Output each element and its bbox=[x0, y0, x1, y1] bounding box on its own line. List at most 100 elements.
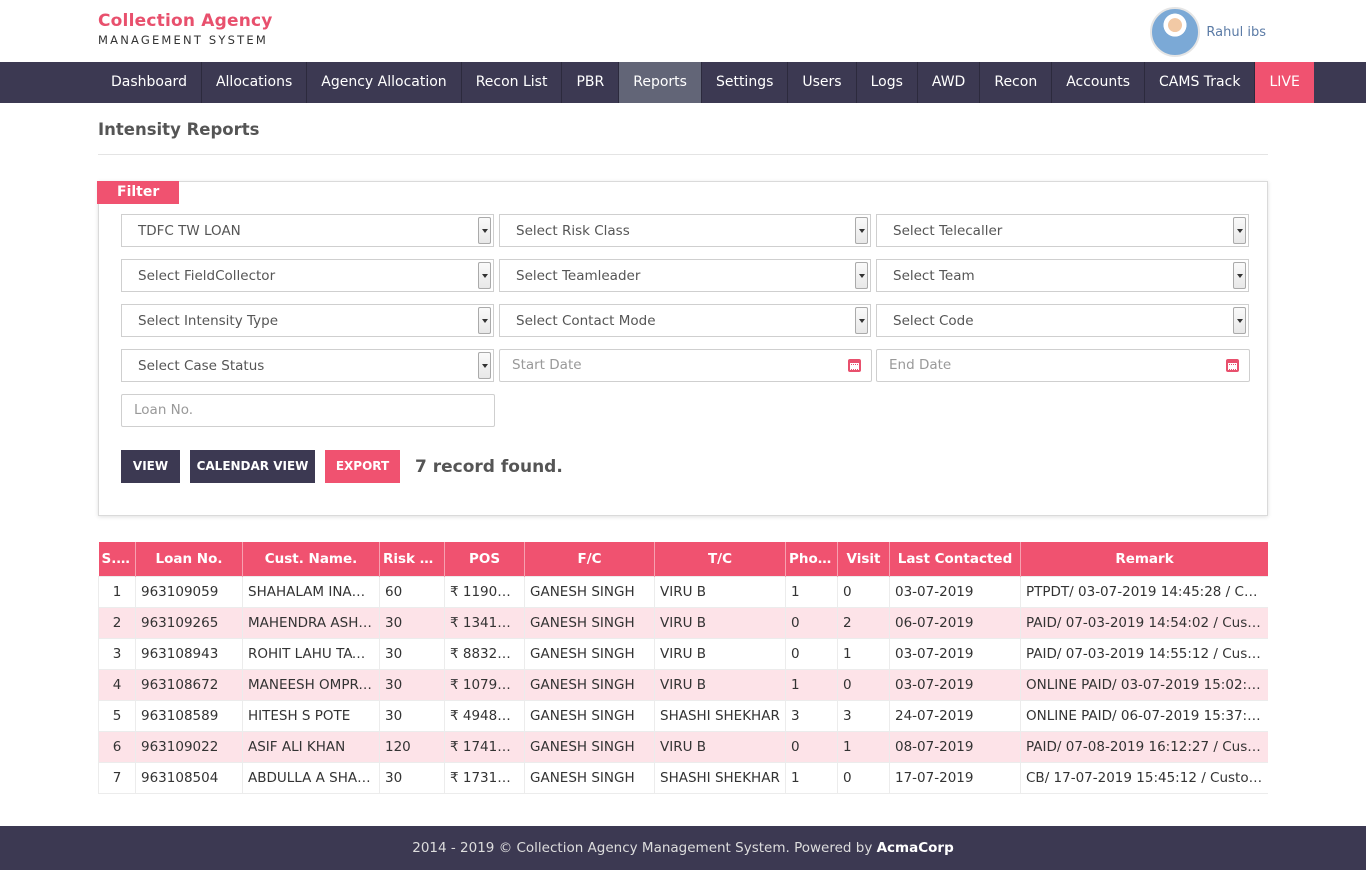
chevron-down-icon[interactable] bbox=[855, 217, 868, 244]
col-header-cust-name[interactable]: Cust. Name. bbox=[242, 542, 380, 576]
teamleader-select-value: Select Teamleader bbox=[516, 268, 641, 284]
chevron-down-icon[interactable] bbox=[855, 307, 868, 334]
export-button[interactable]: EXPORT bbox=[325, 450, 400, 483]
risk-class-select[interactable]: Select Risk Class bbox=[499, 214, 871, 247]
chevron-down-icon[interactable] bbox=[478, 217, 491, 244]
nav-item-logs[interactable]: Logs bbox=[857, 62, 918, 103]
nav-item-recon[interactable]: Recon bbox=[980, 62, 1053, 103]
table-row[interactable]: 7 963108504 ABDULLA A SHAIKH 30 ₹ 17317… GANE… bbox=[98, 761, 1268, 794]
nav-item-reports[interactable]: Reports bbox=[619, 62, 702, 103]
table-row[interactable]: 5 963108589 HITESH S POTE 30 ₹ 49480… GANESH … bbox=[98, 699, 1268, 732]
cell-sno: 1 bbox=[98, 575, 136, 608]
cell-phone: 1 bbox=[785, 761, 838, 794]
nav-item-awd[interactable]: AWD bbox=[918, 62, 981, 103]
nav-item-pbr[interactable]: PBR bbox=[562, 62, 620, 103]
user-menu[interactable]: Rahul ibs bbox=[1150, 7, 1266, 57]
col-header-loan-no[interactable]: Loan No. bbox=[135, 542, 243, 576]
nav-item-allocations[interactable]: Allocations bbox=[202, 62, 308, 103]
code-select[interactable]: Select Code bbox=[876, 304, 1249, 337]
cell-loan: 963109022 bbox=[135, 730, 243, 763]
nav-item-dashboard[interactable]: Dashboard bbox=[97, 62, 202, 103]
chevron-down-icon[interactable] bbox=[855, 262, 868, 289]
cell-sno: 5 bbox=[98, 699, 136, 732]
chevron-down-icon[interactable] bbox=[1233, 307, 1246, 334]
calendar-icon[interactable] bbox=[1226, 359, 1239, 372]
table-row[interactable]: 2 963109265 MAHENDRA ASHOK 30 ₹ 13418… GANESH… bbox=[98, 606, 1268, 639]
field-collector-select[interactable]: Select FieldCollector bbox=[121, 259, 494, 292]
case-status-select[interactable]: Select Case Status bbox=[121, 349, 494, 382]
intensity-type-select[interactable]: Select Intensity Type bbox=[121, 304, 494, 337]
brand-logo[interactable]: Collection Agency MANAGEMENT SYSTEM bbox=[98, 11, 273, 47]
cell-last: 03-07-2019 bbox=[889, 637, 1021, 670]
nav-item-cams-track[interactable]: CAMS Track bbox=[1145, 62, 1256, 103]
loan-no-input[interactable]: Loan No. bbox=[121, 394, 495, 427]
cell-tc: VIRU B bbox=[654, 668, 786, 701]
loan-no-placeholder: Loan No. bbox=[134, 402, 194, 418]
cell-name: ASIF ALI KHAN bbox=[242, 730, 380, 763]
avatar[interactable] bbox=[1150, 7, 1201, 57]
cell-last: 03-07-2019 bbox=[889, 575, 1021, 608]
product-select[interactable]: TDFC TW LOAN bbox=[121, 214, 494, 247]
table-row[interactable]: 3 963108943 ROHIT LAHU TAWDE 30 ₹ 88329.… GAN… bbox=[98, 637, 1268, 670]
cell-risk: 120 bbox=[379, 730, 445, 763]
teamleader-select[interactable]: Select Teamleader bbox=[499, 259, 871, 292]
nav-item-agency-allocation[interactable]: Agency Allocation bbox=[307, 62, 462, 103]
calendar-view-button[interactable]: CALENDAR VIEW bbox=[190, 450, 315, 483]
calendar-icon[interactable] bbox=[848, 359, 861, 372]
contact-mode-select-value: Select Contact Mode bbox=[516, 313, 656, 329]
cell-pos: ₹ 11904… bbox=[444, 575, 525, 608]
chevron-down-icon[interactable] bbox=[478, 262, 491, 289]
cell-name: MANEESH OMPRAKASH bbox=[242, 668, 380, 701]
cell-pos: ₹ 49480… bbox=[444, 699, 525, 732]
cell-tc: VIRU B bbox=[654, 730, 786, 763]
contact-mode-select[interactable]: Select Contact Mode bbox=[499, 304, 871, 337]
cell-tc: SHASHI SHEKHAR bbox=[654, 761, 786, 794]
table-row[interactable]: 6 963109022 ASIF ALI KHAN 120 ₹ 17410… GANESH… bbox=[98, 730, 1268, 763]
cell-loan: 963109059 bbox=[135, 575, 243, 608]
footer-brand-link[interactable]: AcmaCorp bbox=[876, 840, 954, 856]
nav-item-users[interactable]: Users bbox=[788, 62, 857, 103]
nav-item-live[interactable]: LIVE bbox=[1255, 62, 1314, 103]
cell-name: HITESH S POTE bbox=[242, 699, 380, 732]
cell-pos: ₹ 17317… bbox=[444, 761, 525, 794]
view-button[interactable]: VIEW bbox=[121, 450, 180, 483]
col-header-visit[interactable]: Visit bbox=[837, 542, 890, 576]
cell-sno: 4 bbox=[98, 668, 136, 701]
col-header-tc[interactable]: T/C bbox=[654, 542, 786, 576]
chevron-down-icon[interactable] bbox=[478, 307, 491, 334]
cell-pos: ₹ 88329.… bbox=[444, 637, 525, 670]
case-status-select-value: Select Case Status bbox=[138, 358, 265, 374]
cell-last: 24-07-2019 bbox=[889, 699, 1021, 732]
nav-item-settings[interactable]: Settings bbox=[702, 62, 789, 103]
cell-remark: PTPDT/ 03-07-2019 14:45:28 / Customer bbox=[1020, 575, 1268, 608]
col-header-last-contacted[interactable]: Last Contacted bbox=[889, 542, 1021, 576]
cell-last: 03-07-2019 bbox=[889, 668, 1021, 701]
team-select[interactable]: Select Team bbox=[876, 259, 1249, 292]
report-table-wrapper: S.No. Loan No. Cust. Name. Risk Class PO… bbox=[98, 542, 1268, 795]
col-header-phone[interactable]: Phone bbox=[785, 542, 838, 576]
telecaller-select[interactable]: Select Telecaller bbox=[876, 214, 1249, 247]
end-date-input[interactable]: End Date bbox=[876, 349, 1250, 382]
cell-sno: 3 bbox=[98, 637, 136, 670]
chevron-down-icon[interactable] bbox=[1233, 262, 1246, 289]
cell-remark: PAID/ 07-03-2019 14:55:12 / Customer bbox=[1020, 637, 1268, 670]
col-header-remark[interactable]: Remark bbox=[1020, 542, 1268, 576]
nav-item-recon-list[interactable]: Recon List bbox=[462, 62, 563, 103]
col-header-sno[interactable]: S.No. bbox=[98, 542, 136, 576]
start-date-input[interactable]: Start Date bbox=[499, 349, 872, 382]
title-divider bbox=[98, 154, 1268, 155]
chevron-down-icon[interactable] bbox=[1233, 217, 1246, 244]
col-header-fc[interactable]: F/C bbox=[524, 542, 655, 576]
col-header-pos[interactable]: POS bbox=[444, 542, 525, 576]
nav-item-accounts[interactable]: Accounts bbox=[1052, 62, 1146, 103]
user-name[interactable]: Rahul ibs bbox=[1206, 24, 1266, 40]
cell-tc: VIRU B bbox=[654, 606, 786, 639]
col-header-risk-class[interactable]: Risk Class bbox=[379, 542, 445, 576]
team-select-value: Select Team bbox=[893, 268, 975, 284]
cell-loan: 963108672 bbox=[135, 668, 243, 701]
chevron-down-icon[interactable] bbox=[478, 352, 491, 379]
main-nav: Dashboard Allocations Agency Allocation Rec… bbox=[0, 62, 1366, 103]
code-select-value: Select Code bbox=[893, 313, 974, 329]
